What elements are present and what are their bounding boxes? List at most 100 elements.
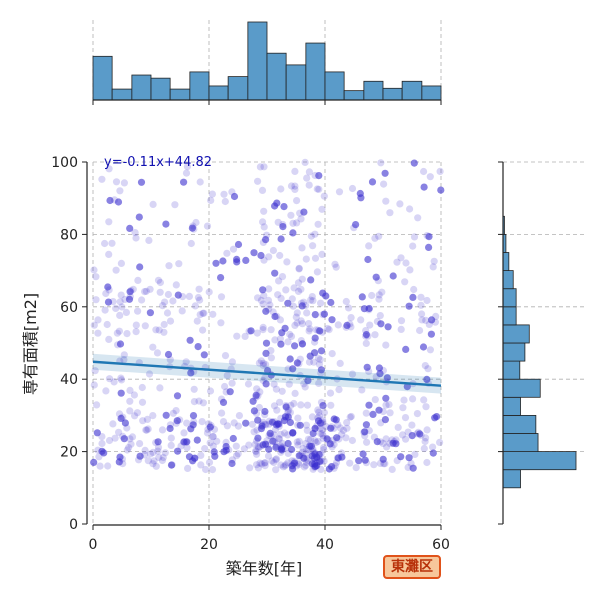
scatter-point	[228, 459, 236, 468]
scatter-point	[311, 230, 319, 238]
scatter-point	[284, 459, 292, 467]
scatter-point	[182, 169, 191, 177]
scatter-point	[293, 319, 301, 327]
top-hist-bar	[305, 42, 326, 101]
scatter-point	[295, 437, 303, 445]
scatter-point	[141, 446, 149, 454]
scatter-point	[90, 321, 98, 329]
scatter-point	[271, 269, 279, 277]
scatter-point	[372, 273, 380, 281]
scatter-point	[265, 285, 273, 293]
scatter-point	[294, 279, 303, 287]
scatter-point	[311, 425, 319, 433]
scatter-point	[315, 379, 323, 387]
scatter-point	[293, 359, 301, 367]
scatter-point	[294, 414, 302, 422]
scatter-point	[253, 329, 261, 337]
scatter-point	[361, 456, 369, 464]
scatter-point	[103, 320, 111, 329]
scatter-point	[199, 309, 207, 317]
scatter-point	[223, 371, 231, 379]
scatter-point	[270, 458, 278, 467]
scatter-point	[220, 190, 228, 198]
scatter-point	[320, 409, 328, 417]
scatter-point	[304, 377, 312, 385]
scatter-point	[206, 423, 214, 431]
scatter-point	[116, 311, 124, 319]
scatter-point	[327, 424, 335, 432]
scatter-point	[376, 370, 384, 378]
scatter-point	[167, 441, 175, 449]
scatter-point	[305, 327, 313, 335]
scatter-point	[260, 292, 268, 300]
scatter-point	[366, 321, 374, 329]
scatter-point	[316, 327, 324, 335]
scatter-point	[352, 464, 360, 472]
scatter-point	[205, 288, 213, 296]
scatter-point	[277, 185, 285, 193]
scatter-point	[302, 461, 310, 470]
scatter-point	[413, 410, 421, 418]
scatter-point	[386, 209, 394, 217]
scatter-point	[241, 332, 249, 340]
scatter-point	[302, 421, 310, 429]
scatter-point	[90, 266, 98, 274]
scatter-point	[420, 396, 428, 404]
scatter-point	[377, 320, 385, 328]
scatter-point	[298, 320, 306, 328]
scatter-point	[132, 321, 140, 329]
scatter-point	[422, 434, 430, 442]
scatter-point	[301, 158, 309, 166]
scatter-point	[139, 417, 147, 425]
scatter-point	[348, 370, 357, 378]
scatter-point	[116, 187, 124, 195]
scatter-point	[364, 255, 372, 264]
scatter-point	[117, 259, 125, 267]
scatter-point	[306, 436, 315, 444]
scatter-point	[397, 325, 405, 333]
y-tick-label: 0	[69, 517, 78, 533]
scatter-point	[136, 440, 144, 448]
scatter-point	[277, 445, 285, 453]
x-tick-label: 40	[316, 537, 334, 553]
scatter-point	[315, 185, 323, 193]
scatter-point	[254, 464, 262, 472]
scatter-point	[174, 447, 182, 455]
scatter-point	[362, 409, 370, 417]
scatter-point	[287, 211, 295, 219]
scatter-point	[289, 219, 297, 227]
scatter-point	[134, 276, 142, 284]
scatter-point	[268, 457, 276, 465]
scatter-point	[131, 229, 139, 237]
scatter-point	[300, 454, 308, 462]
scatter-point	[293, 438, 301, 446]
scatter-point	[313, 268, 321, 276]
scatter-point	[318, 457, 326, 465]
scatter-point	[294, 287, 303, 295]
scatter-point	[311, 254, 320, 262]
scatter-point	[187, 369, 195, 377]
scatter-point	[377, 419, 385, 427]
scatter-point	[290, 459, 299, 467]
scatter-point	[286, 418, 294, 427]
scatter-point	[381, 169, 389, 177]
scatter-point	[432, 312, 440, 320]
scatter-point	[311, 311, 319, 319]
scatter-point	[291, 342, 299, 350]
scatter-point	[281, 413, 290, 421]
scatter-point	[219, 257, 227, 265]
scatter-point	[221, 197, 229, 206]
scatter-point	[358, 386, 366, 394]
scatter-point	[259, 218, 267, 226]
scatter-point	[282, 286, 290, 294]
scatter-point	[303, 174, 311, 182]
scatter-point	[410, 159, 418, 167]
scatter-point	[92, 273, 100, 281]
right-hist-bar	[502, 451, 577, 471]
scatter-point	[308, 413, 316, 421]
scatter-point	[123, 424, 131, 432]
scatter-point	[397, 317, 406, 325]
scatter-point	[362, 459, 370, 467]
scatter-point	[347, 412, 355, 421]
scatter-point	[307, 276, 315, 284]
